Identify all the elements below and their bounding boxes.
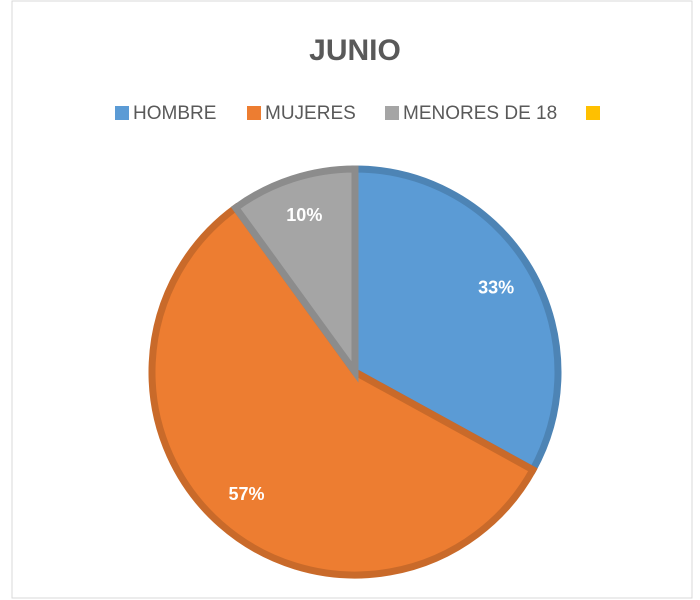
legend-swatch: [115, 106, 129, 120]
data-label: 33%: [478, 277, 514, 297]
pie-slice: [148, 202, 538, 579]
legend-swatch: [586, 106, 600, 120]
legend-label: HOMBRE: [133, 103, 216, 124]
legend-label: MENORES DE 18: [403, 103, 557, 124]
legend-swatch: [385, 106, 399, 120]
legend-swatch: [247, 106, 261, 120]
data-label: 10%: [286, 205, 322, 225]
chart-title: JUNIO: [309, 34, 401, 67]
data-label: 57%: [229, 484, 265, 504]
pie-slice: [230, 165, 359, 383]
legend-label: MUJERES: [265, 103, 356, 124]
pie-slice: [351, 165, 562, 475]
